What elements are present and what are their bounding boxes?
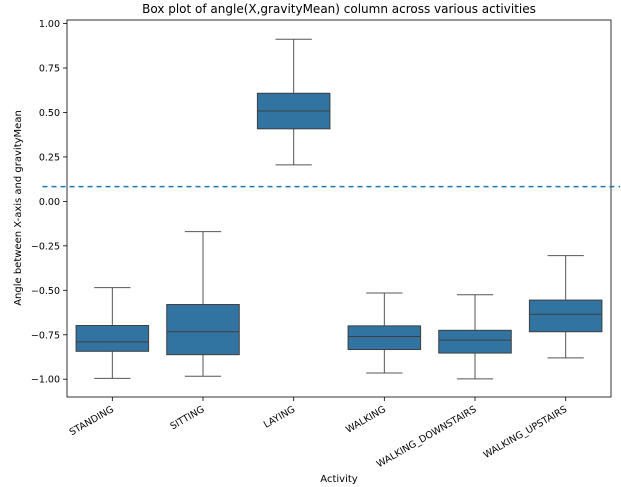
box-iqr xyxy=(347,325,422,351)
box-iqr xyxy=(75,325,150,352)
y-tick-label: 0.25 xyxy=(39,152,60,163)
x-axis-ticks: STANDING SITTING LAYING WALKINGWALKING_DOWN… xyxy=(68,397,569,470)
y-axis-label: Angle between X-axis and gravityMean xyxy=(13,110,24,306)
chart-title: Box plot of angle(X,gravityMean) column … xyxy=(142,2,536,16)
y-axis-ticks: 1.00 0.75 0.50 0.25 0.00 −0.25 −0.50 −0.75 −1.00 xyxy=(31,19,67,386)
box-walking-upstairs xyxy=(528,255,603,359)
x-tick-label: SITTING xyxy=(168,404,206,432)
plot-area xyxy=(42,19,621,398)
x-tick-label: WALKING_UPSTAIRS xyxy=(482,404,569,461)
y-tick-label: −1.00 xyxy=(31,375,60,386)
box-iqr xyxy=(438,329,512,354)
box-iqr xyxy=(166,304,240,356)
y-tick-label: 0.00 xyxy=(39,197,60,208)
y-tick-label: −0.75 xyxy=(31,330,60,341)
x-tick-label: WALKING xyxy=(344,404,388,436)
box-standing xyxy=(75,287,150,379)
x-tick-label: STANDING xyxy=(68,404,116,438)
x-tick-label: WALKING_DOWNSTAIRS xyxy=(375,404,479,470)
y-tick-label: 1.00 xyxy=(39,19,60,30)
box-laying xyxy=(256,38,331,166)
box-sitting xyxy=(166,231,240,377)
box-walking-downstairs xyxy=(438,294,512,380)
x-axis-label: Activity xyxy=(320,474,357,485)
y-tick-label: −0.50 xyxy=(31,286,60,297)
box-walking xyxy=(347,292,422,374)
plot-frame xyxy=(66,19,612,398)
y-tick-label: 0.50 xyxy=(39,108,60,119)
box-iqr xyxy=(528,299,603,333)
y-tick-label: 0.75 xyxy=(39,64,60,75)
x-tick-label: LAYING xyxy=(262,404,297,431)
y-tick-label: −0.25 xyxy=(31,241,60,252)
